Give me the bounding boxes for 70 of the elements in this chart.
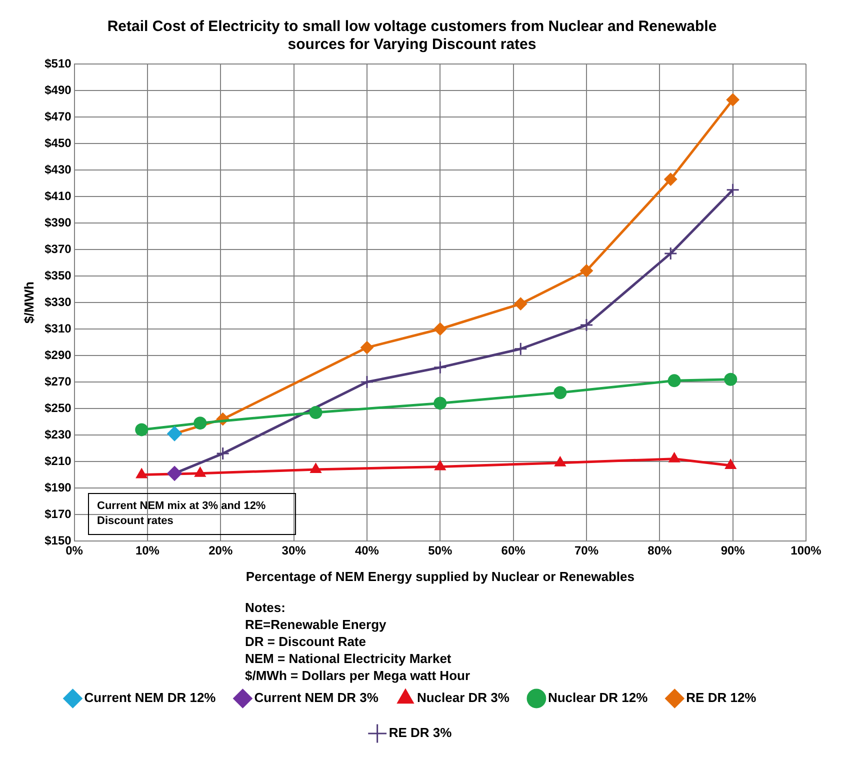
- text: RE=Renewable Energy: [245, 617, 388, 632]
- point: [135, 423, 148, 436]
- text: $/MWh = Dollars per Mega watt Hour: [245, 668, 470, 684]
- x-tick-label: 80%: [648, 544, 672, 558]
- y-tick-label: $350: [44, 268, 72, 282]
- y-tick-label: $250: [44, 400, 72, 415]
- chart-title: Retail Cost of Electricity to small low voltage customers from Nuclear and Renewable sources for Varying Discount rates: [107, 18, 717, 54]
- point: [724, 372, 738, 386]
- legend-label: Nuclear DR 3%: [416, 690, 510, 706]
- x-tick-label: 20%: [208, 544, 233, 558]
- point: [136, 468, 148, 478]
- legend-label: Current NEM DR 12%: [84, 690, 216, 706]
- x-tick-label: 30%: [282, 544, 306, 558]
- text: NEM = National Electricity Market: [245, 651, 452, 666]
- y-tick-label: $490: [44, 82, 72, 97]
- point: [360, 341, 374, 354]
- point: [194, 416, 207, 430]
- y-tick-label: $310: [44, 321, 72, 336]
- note-box: Current NEM mix at 3% and 12% Discount rates: [88, 493, 296, 535]
- point: [726, 183, 740, 197]
- point: [668, 452, 680, 462]
- y-tick-label: $430: [44, 162, 72, 176]
- y-tick-label: $450: [44, 136, 72, 150]
- y-tick-label: $170: [44, 506, 72, 521]
- y-tick-label: $330: [44, 294, 72, 309]
- x-axis-title: Percentage of NEM Energy supplied by Nuclear or Renewables: [246, 568, 634, 584]
- point: [310, 462, 322, 473]
- x-tick-label: 90%: [720, 544, 746, 558]
- y-tick-label: $190: [44, 480, 72, 494]
- point: [360, 375, 374, 389]
- text: DR = Discount Rate: [245, 634, 366, 650]
- point: [434, 322, 447, 336]
- y-tick-label: $230: [44, 427, 72, 442]
- legend-label: RE DR 3%: [388, 725, 452, 740]
- point: [216, 446, 230, 460]
- y-axis-title: $/MWh: [21, 282, 36, 324]
- point: [664, 246, 678, 260]
- y-tick-label: $370: [44, 242, 72, 256]
- y-tick-label: $410: [44, 188, 72, 203]
- y-tick-label: $470: [44, 109, 72, 124]
- point: [434, 460, 446, 470]
- point: [514, 297, 528, 310]
- legend-label: RE DR 12%: [686, 690, 757, 706]
- y-tick-label: $510: [44, 56, 72, 70]
- point: [434, 396, 447, 410]
- y-tick-label: $290: [44, 348, 72, 362]
- text: Notes:: [245, 600, 286, 616]
- point: [664, 172, 678, 186]
- point: [580, 318, 594, 332]
- point: [580, 264, 593, 278]
- point: [309, 406, 322, 419]
- legend-label: Nuclear DR 12%: [548, 690, 648, 706]
- y-tick-label: $210: [44, 454, 72, 468]
- point: [724, 458, 736, 469]
- x-tick-label: 60%: [501, 544, 526, 558]
- point: [668, 374, 681, 388]
- point: [554, 386, 567, 400]
- legend-label: Current NEM DR 3%: [254, 690, 379, 706]
- x-tick-label: 50%: [428, 544, 452, 558]
- point: [514, 342, 528, 356]
- point: [194, 466, 206, 477]
- y-tick-label: $270: [44, 374, 72, 388]
- x-tick-label: 70%: [574, 544, 599, 558]
- point: [554, 456, 566, 466]
- y-tick-label: $390: [44, 215, 72, 230]
- x-tick-label: 100%: [790, 544, 822, 558]
- x-tick-label: 10%: [135, 544, 160, 558]
- x-tick-label: 40%: [354, 544, 380, 558]
- point: [726, 93, 740, 106]
- point: [433, 360, 447, 374]
